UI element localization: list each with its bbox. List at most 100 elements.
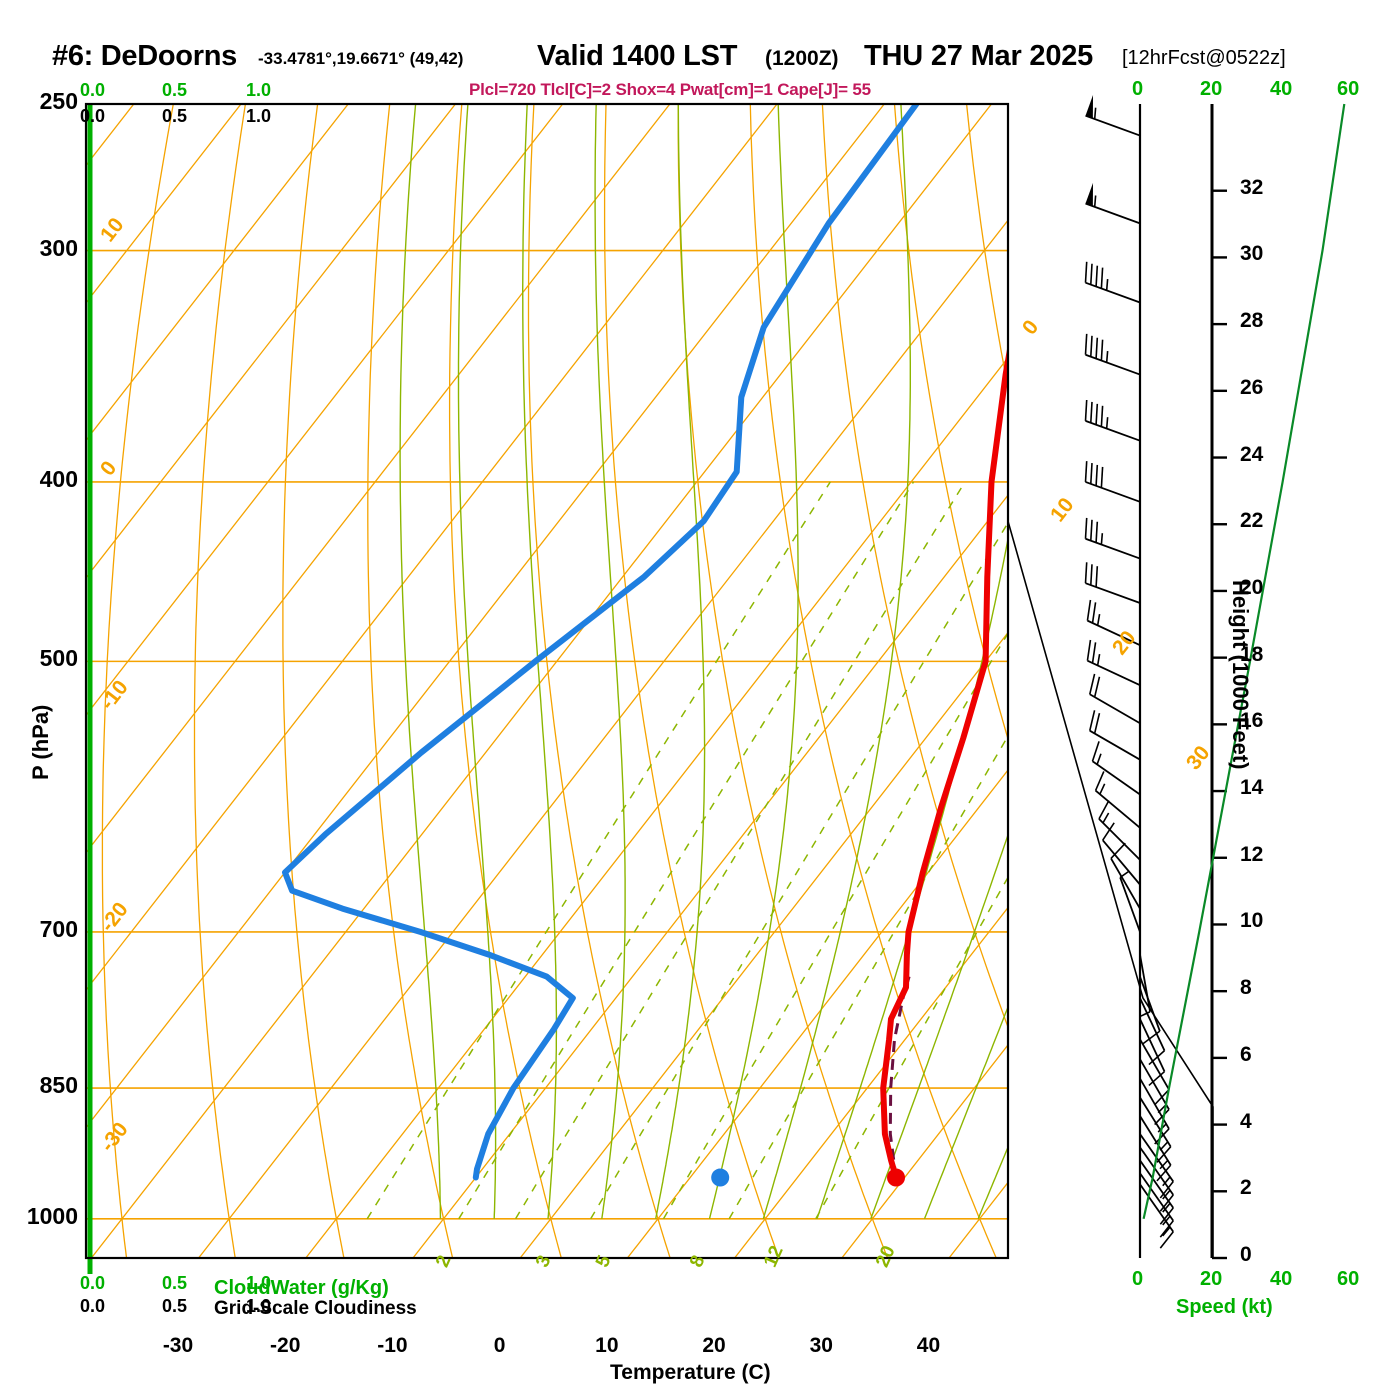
temperature-tick-40: 40 bbox=[916, 1334, 941, 1357]
wind-barb bbox=[1085, 182, 1141, 225]
moist-adiabat-15 bbox=[708, 104, 799, 1219]
dry-adiabat-50 bbox=[821, 104, 1008, 1029]
speed-tick-top-60: 60 bbox=[1337, 78, 1360, 100]
skewt-grid bbox=[86, 104, 1008, 1258]
wind-barb bbox=[1102, 822, 1141, 886]
height-tick-label-14: 14 bbox=[1240, 776, 1264, 800]
isotherm--60 bbox=[86, 104, 778, 992]
wind-barb bbox=[1094, 771, 1141, 829]
isotherm--30 bbox=[198, 219, 1008, 1258]
pressure-tick-500: 500 bbox=[39, 645, 78, 672]
height-tick-label-22: 22 bbox=[1240, 509, 1264, 533]
dry-adiabat--10 bbox=[367, 104, 454, 1258]
wind-panel-boundary bbox=[1007, 104, 1214, 1258]
height-tick-label-8: 8 bbox=[1240, 976, 1252, 1000]
isotherm--20 bbox=[305, 356, 1008, 1258]
wind-barb bbox=[1086, 599, 1141, 646]
speed-axis-label: Speed (kt) bbox=[1176, 1296, 1273, 1318]
mixing-ratio-1 bbox=[366, 481, 831, 1220]
wind-barb bbox=[1084, 333, 1141, 376]
dry-adiabat-20 bbox=[603, 104, 780, 1258]
cloudwater-tick-top-0: 0.0 bbox=[80, 80, 106, 100]
mixing-ratio-2 bbox=[458, 481, 915, 1220]
pressure-axis-label: P (hPa) bbox=[28, 704, 53, 780]
moist-adiabat-0 bbox=[521, 104, 558, 1219]
mixing-ratio-20 bbox=[815, 875, 1008, 1220]
height-tick-label-16: 16 bbox=[1240, 709, 1264, 733]
speed-tick-bottom-60: 60 bbox=[1337, 1268, 1360, 1290]
sounding-stats: Plcl=720 Tlcl[C]=2 Shox=4 Pwat[cm]=1 Cap… bbox=[469, 80, 871, 99]
surface-temperature-marker bbox=[887, 1168, 906, 1187]
isotherm-0 bbox=[519, 631, 1008, 1258]
temperature-tick--30: -30 bbox=[162, 1334, 194, 1357]
wind-barb bbox=[1139, 1183, 1175, 1249]
moist-adiabat-20 bbox=[762, 104, 911, 1219]
isotherm-30 bbox=[841, 1043, 1008, 1258]
moist-adiabat-5 bbox=[594, 104, 626, 1219]
isotherm--40 bbox=[90, 104, 992, 1258]
height-tick-label-28: 28 bbox=[1240, 309, 1264, 333]
cloudiness-axis-label: Grid-Scale Cloudiness bbox=[214, 1298, 417, 1319]
wind-barb bbox=[1088, 673, 1141, 725]
cloudiness-tick-bottom-2: 1.0 bbox=[246, 1296, 272, 1316]
valid-time-zulu: (1200Z) bbox=[765, 47, 839, 70]
wind-barb bbox=[1084, 461, 1141, 503]
cloudiness-tick-top-2: 1.0 bbox=[246, 106, 272, 126]
speed-tick-bottom-0: 0 bbox=[1132, 1268, 1144, 1290]
dry-adiabat-30 bbox=[677, 104, 889, 1258]
wind-barb bbox=[1119, 870, 1141, 933]
isotherm-20 bbox=[734, 906, 1008, 1258]
moist-adiabat-35 bbox=[923, 1005, 1008, 1220]
temperature-tick-20: 20 bbox=[702, 1334, 726, 1357]
speed-tick-top-0: 0 bbox=[1132, 78, 1144, 100]
cloudiness-tick-bottom-0: 0.0 bbox=[80, 1296, 106, 1316]
isotherm-40 bbox=[948, 1181, 1008, 1258]
pressure-tick-300: 300 bbox=[39, 234, 78, 261]
wind-barb bbox=[1139, 1115, 1172, 1182]
mixing-ratio-12 bbox=[728, 734, 1008, 1220]
wind-barb bbox=[1084, 261, 1141, 304]
height-axis bbox=[1142, 103, 1346, 1260]
temperature-tick-0: 0 bbox=[493, 1334, 506, 1357]
temperature-tick-10: 10 bbox=[595, 1334, 619, 1357]
wind-barb-panel bbox=[1007, 95, 1214, 1258]
speed-tick-bottom-20: 20 bbox=[1200, 1268, 1223, 1290]
wind-barb bbox=[1139, 997, 1166, 1066]
cloudwater-tick-bottom-1: 0.5 bbox=[162, 1273, 188, 1293]
temperature-axis-label: Temperature (C) bbox=[610, 1361, 771, 1384]
moist-adiabat--10 bbox=[399, 104, 442, 1219]
wind-barb bbox=[1091, 741, 1141, 796]
height-tick-label-4: 4 bbox=[1240, 1109, 1252, 1133]
dry-adiabat--20 bbox=[282, 104, 345, 1258]
wind-barb bbox=[1139, 1018, 1166, 1087]
temperature-tick--20: -20 bbox=[270, 1334, 301, 1357]
wind-barb bbox=[1139, 1159, 1175, 1225]
station-coordinates: -33.4781°,19.6671° (49,42) bbox=[258, 49, 464, 68]
isotherm--10 bbox=[412, 494, 1008, 1258]
mixing-ratio-8 bbox=[662, 631, 1008, 1220]
isotherm--70 bbox=[86, 104, 671, 854]
skewt-frame bbox=[84, 102, 1010, 1260]
isotherm--100 bbox=[86, 104, 349, 442]
isotherm-10 bbox=[626, 769, 1008, 1258]
cloudwater-axis-label: CloudWater (g/Kg) bbox=[214, 1277, 389, 1299]
wind-barb bbox=[1098, 800, 1141, 861]
speed-tick-top-40: 40 bbox=[1270, 78, 1293, 100]
wind-barb bbox=[1084, 562, 1141, 604]
pressure-tick-1000: 1000 bbox=[26, 1202, 78, 1229]
height-tick-label-6: 6 bbox=[1240, 1042, 1252, 1066]
dry-adiabat-60 bbox=[893, 104, 1008, 742]
moist-adiabat--5 bbox=[457, 104, 497, 1219]
height-axis-label: Height (1000 Feet) bbox=[1228, 580, 1253, 770]
cloudiness-tick-top-1: 0.5 bbox=[162, 106, 188, 126]
height-tick-label-24: 24 bbox=[1240, 442, 1264, 466]
cloudiness-tick-top-0: 0.0 bbox=[80, 106, 106, 126]
mixing-ratio-3 bbox=[514, 481, 966, 1220]
moist-adiabat-40 bbox=[977, 1145, 1008, 1220]
station-title: #6: DeDoorns bbox=[52, 40, 237, 72]
valid-time: Valid 1400 LST bbox=[537, 40, 738, 72]
pressure-tick-400: 400 bbox=[39, 465, 78, 492]
mixing-ratio-5 bbox=[590, 521, 1008, 1220]
